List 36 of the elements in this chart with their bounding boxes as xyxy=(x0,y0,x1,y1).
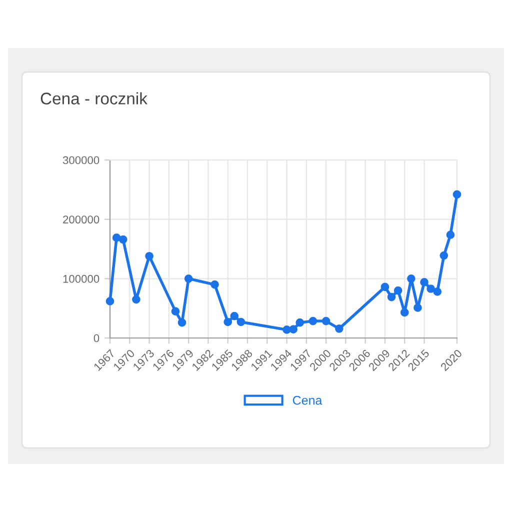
y-tick-label: 0 xyxy=(94,334,100,342)
point xyxy=(407,274,416,283)
point xyxy=(400,308,409,317)
point xyxy=(420,278,428,286)
point xyxy=(118,235,128,244)
point xyxy=(171,307,180,316)
point xyxy=(112,234,121,242)
point xyxy=(308,316,318,326)
point xyxy=(426,284,435,293)
point xyxy=(178,318,186,327)
point xyxy=(387,292,396,302)
point xyxy=(380,282,390,292)
point xyxy=(224,318,232,326)
point xyxy=(322,316,330,326)
point xyxy=(394,286,402,295)
point xyxy=(184,274,193,283)
point xyxy=(452,190,462,199)
point xyxy=(334,324,344,333)
point xyxy=(282,326,291,334)
point xyxy=(433,288,442,296)
point xyxy=(230,312,239,320)
legend-label: Cena xyxy=(292,396,322,405)
point xyxy=(210,280,219,289)
point xyxy=(440,251,448,260)
point xyxy=(106,297,114,306)
point xyxy=(446,230,455,239)
y-tick-label: 100000 xyxy=(63,274,100,283)
chart-title: Cena - rocznik xyxy=(40,92,148,104)
point xyxy=(132,295,140,304)
y-tick-label: 200000 xyxy=(63,216,100,224)
point xyxy=(145,252,154,260)
point xyxy=(236,318,246,326)
point xyxy=(296,318,304,327)
point xyxy=(289,325,298,334)
point xyxy=(414,304,422,312)
y-tick-label: 300000 xyxy=(62,156,100,164)
